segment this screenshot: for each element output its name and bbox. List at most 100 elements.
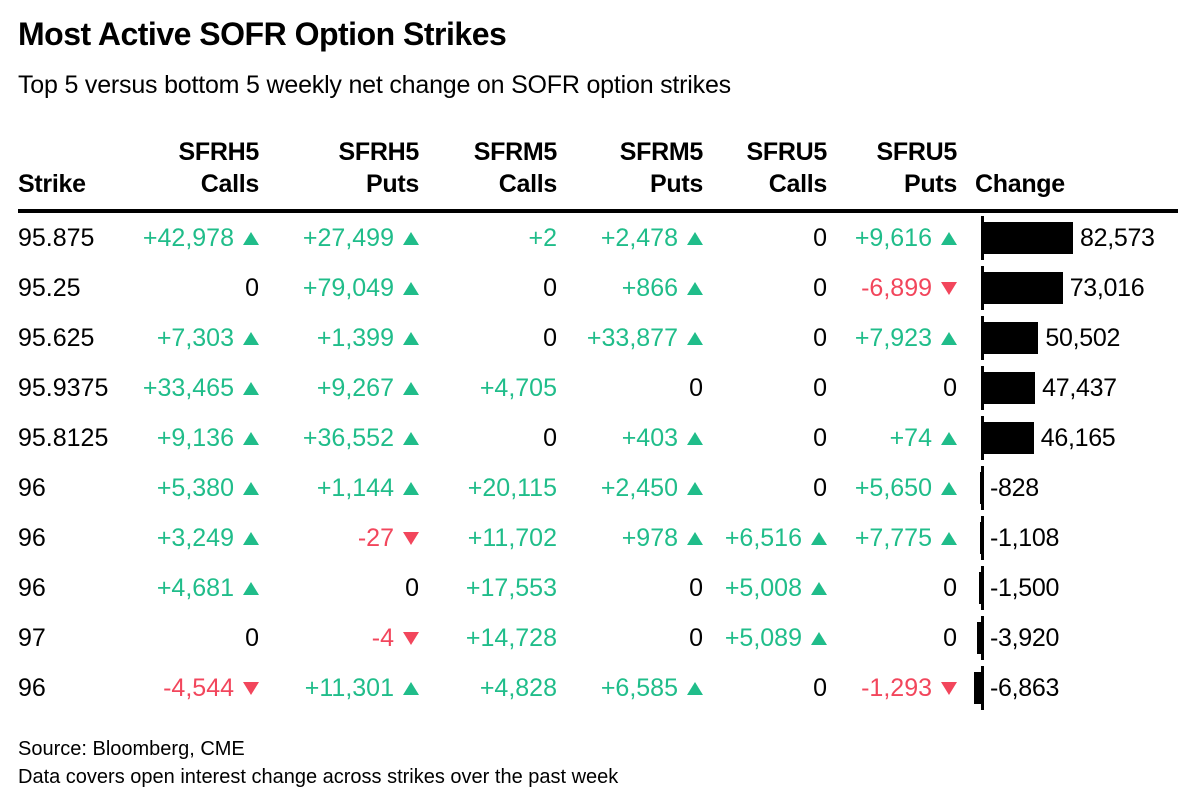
- net-change-value: 0: [689, 573, 703, 602]
- footer: Source: Bloomberg, CME Data covers open …: [18, 735, 618, 791]
- net-change-value: 0: [543, 273, 557, 302]
- up-arrow-icon: [687, 331, 703, 345]
- net-change-value: 0: [943, 573, 957, 602]
- cell-sfrh5-puts: +27,499: [259, 224, 419, 253]
- change-value-label: -1,500: [990, 574, 1060, 602]
- cell-sfru5-calls: 0: [703, 374, 827, 403]
- cell-sfrh5-puts: +36,552: [259, 424, 419, 453]
- cell-sfrm5-puts: +33,877: [557, 324, 703, 353]
- cell-sfrh5-calls: +42,978: [130, 224, 259, 253]
- net-change-value: +7,775: [854, 523, 932, 552]
- axis-baseline: [981, 616, 984, 660]
- cell-sfrm5-puts: 0: [557, 574, 703, 603]
- cell-sfrh5-calls: +3,249: [130, 524, 259, 553]
- cell-change: 47,437: [957, 363, 1178, 413]
- cell-sfru5-puts: 0: [827, 624, 957, 653]
- net-change-value: +5,008: [724, 573, 802, 602]
- column-header-change: Change: [957, 136, 1178, 200]
- cell-sfrh5-puts: +1,399: [259, 324, 419, 353]
- cell-sfru5-calls: 0: [703, 424, 827, 453]
- up-arrow-icon: [687, 231, 703, 245]
- cell-strike: 95.625: [18, 323, 95, 352]
- change-bar: [984, 322, 1039, 354]
- net-change-value: 0: [813, 223, 827, 252]
- cell-sfrm5-puts: +6,585: [557, 674, 703, 703]
- column-header-sfrh5-calls: SFRH5 Calls: [130, 136, 260, 200]
- cell-change: -1,500: [957, 563, 1178, 613]
- net-change-value: +3,249: [156, 523, 234, 552]
- change-bar: [979, 472, 981, 504]
- net-change-value: 0: [245, 623, 259, 652]
- up-arrow-icon: [687, 681, 703, 695]
- cell-sfrm5-calls: +17,553: [419, 574, 557, 603]
- cell-sfru5-calls: +5,089: [703, 624, 827, 653]
- up-arrow-icon: [243, 581, 259, 595]
- change-bar: [984, 222, 1073, 254]
- column-header-line2: Calls: [498, 170, 558, 198]
- column-header-strike: Strike: [18, 136, 130, 200]
- cell-sfru5-puts: +7,923: [827, 324, 957, 353]
- net-change-value: +5,380: [156, 473, 234, 502]
- up-arrow-icon: [243, 531, 259, 545]
- cell-change: -1,108: [957, 513, 1178, 563]
- change-value-label: -6,863: [990, 674, 1060, 702]
- table-row: 95.9375 +33,465 +9,267 +4,705 0 0 0 47,437: [18, 363, 1178, 413]
- cell-sfrm5-calls: 0: [419, 274, 557, 303]
- up-arrow-icon: [811, 581, 827, 595]
- net-change-value: +9,616: [854, 223, 932, 252]
- column-header-line2: Calls: [768, 170, 828, 198]
- cell-sfrh5-calls: -4,544: [130, 674, 259, 703]
- up-arrow-icon: [687, 281, 703, 295]
- table-row: 95.8125 +9,136 +36,552 0 +403 0 +74 46,165: [18, 413, 1178, 463]
- net-change-value: +978: [621, 523, 678, 552]
- cell-sfrm5-calls: +11,702: [419, 524, 557, 553]
- cell-sfrh5-calls: +9,136: [130, 424, 259, 453]
- cell-sfrh5-calls: 0: [130, 624, 259, 653]
- net-change-value: +4,828: [479, 673, 557, 702]
- column-header-sfrm5-puts: SFRM5 Puts: [557, 136, 704, 200]
- net-change-value: +5,089: [724, 623, 802, 652]
- net-change-value: +1,399: [316, 323, 394, 352]
- cell-change: -6,863: [957, 663, 1178, 713]
- cell-strike: 96: [18, 573, 46, 602]
- cell-sfrh5-calls: +7,303: [130, 324, 259, 353]
- net-change-value: +79,049: [302, 273, 394, 302]
- cell-sfru5-calls: 0: [703, 224, 827, 253]
- axis-baseline: [981, 266, 984, 310]
- up-arrow-icon: [811, 531, 827, 545]
- table-row: 97 0 -4 +14,728 0 +5,089 0 -3,920: [18, 613, 1178, 663]
- net-change-value: +14,728: [465, 623, 557, 652]
- net-change-value: +403: [621, 423, 678, 452]
- down-arrow-icon: [403, 631, 419, 645]
- up-arrow-icon: [243, 381, 259, 395]
- cell-sfrm5-puts: +2,478: [557, 224, 703, 253]
- change-value-label: 47,437: [1042, 374, 1117, 402]
- up-arrow-icon: [243, 331, 259, 345]
- cell-change: 46,165: [957, 413, 1178, 463]
- net-change-value: +5,650: [854, 473, 932, 502]
- up-arrow-icon: [941, 481, 957, 495]
- change-bar: [984, 372, 1036, 404]
- column-header-line1: SFRM5: [473, 138, 558, 166]
- up-arrow-icon: [243, 431, 259, 445]
- cell-sfrm5-calls: +4,828: [419, 674, 557, 703]
- up-arrow-icon: [687, 481, 703, 495]
- cell-strike: 95.875: [18, 223, 95, 252]
- cell-sfru5-calls: +6,516: [703, 524, 827, 553]
- cell-change: 50,502: [957, 313, 1178, 363]
- column-header-line1: SFRU5: [746, 138, 828, 166]
- up-arrow-icon: [403, 381, 419, 395]
- up-arrow-icon: [811, 631, 827, 645]
- net-change-value: -27: [357, 523, 394, 552]
- axis-baseline: [981, 566, 984, 610]
- net-change-value: 0: [813, 423, 827, 452]
- change-bar: [984, 272, 1063, 304]
- net-change-value: -4: [371, 623, 394, 652]
- change-bar: [973, 672, 981, 704]
- up-arrow-icon: [243, 231, 259, 245]
- cell-sfrm5-calls: +4,705: [419, 374, 557, 403]
- net-change-value: +866: [621, 273, 678, 302]
- cell-sfru5-calls: 0: [703, 674, 827, 703]
- column-header-line1: SFRM5: [619, 138, 704, 166]
- net-change-value: 0: [689, 373, 703, 402]
